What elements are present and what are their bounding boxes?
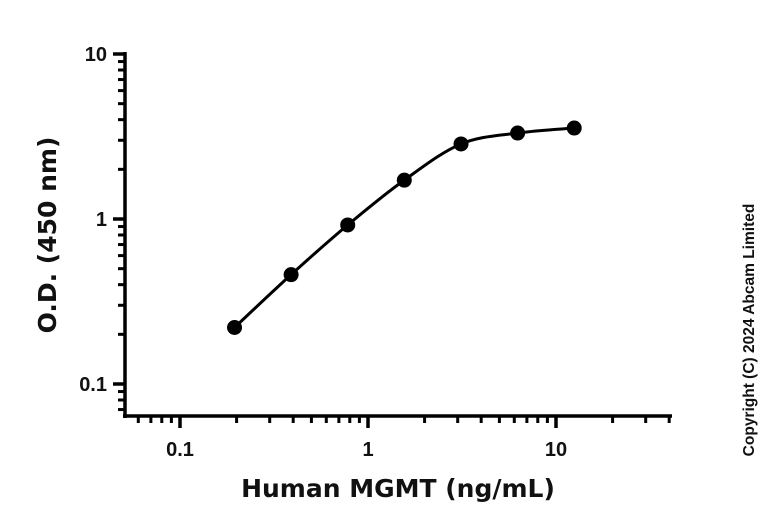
y-tick-label-0.1: 0.1 bbox=[79, 374, 107, 396]
data-point bbox=[283, 267, 299, 283]
fitted-curve bbox=[233, 126, 575, 329]
y-tick-label-1: 1 bbox=[96, 209, 107, 231]
x-tick-label-10: 10 bbox=[545, 439, 567, 461]
x-axis-title: Human MGMT (ng/mL) bbox=[241, 474, 555, 503]
y-axis-title: O.D. (450 nm) bbox=[33, 137, 62, 334]
x-tick-label-1: 1 bbox=[362, 439, 373, 461]
y-tick-label-10: 10 bbox=[85, 44, 107, 66]
copyright-notice: Copyright (C) 2024 Abcam Limited bbox=[741, 204, 758, 457]
data-point bbox=[566, 120, 582, 136]
data-point bbox=[396, 172, 412, 188]
data-points bbox=[227, 120, 582, 336]
data-point bbox=[453, 136, 469, 152]
data-point bbox=[227, 320, 243, 336]
data-point bbox=[510, 125, 526, 141]
data-point bbox=[340, 217, 356, 233]
x-tick-label-0.1: 0.1 bbox=[166, 439, 194, 461]
